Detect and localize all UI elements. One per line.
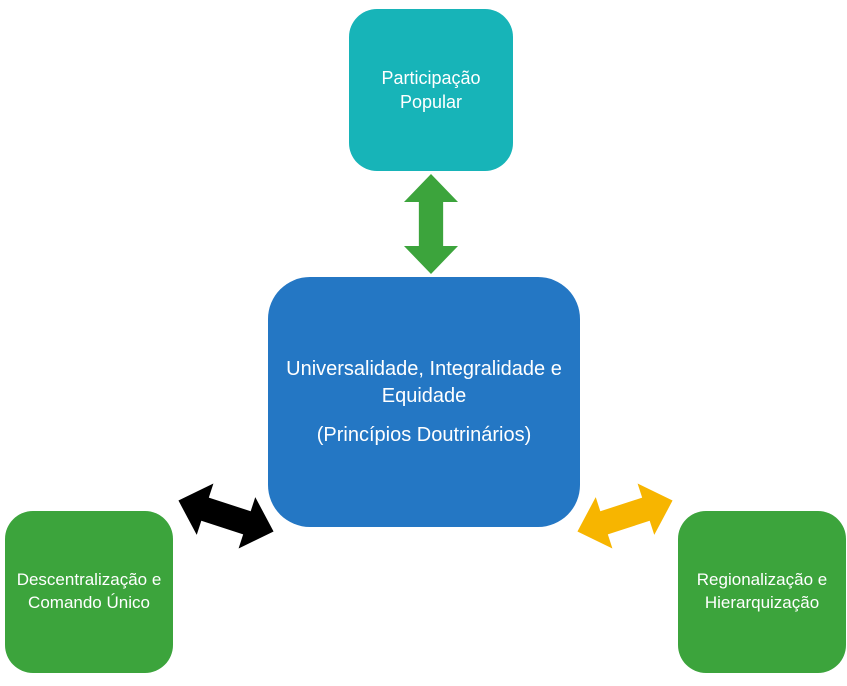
double-arrow-icon xyxy=(170,475,282,557)
node-center-line1: Universalidade, Integralidade e Equidade xyxy=(278,356,570,410)
node-center-text: Universalidade, Integralidade e Equidade… xyxy=(278,356,570,449)
double-arrow-icon xyxy=(569,475,681,557)
node-left-label: Descentralização e Comando Único xyxy=(15,569,163,615)
double-arrow-icon xyxy=(404,174,458,274)
node-right-label: Regionalização e Hierarquização xyxy=(688,569,836,615)
node-right: Regionalização e Hierarquização xyxy=(678,511,846,673)
node-top-label: Participação Popular xyxy=(359,66,503,115)
arrow-right-center xyxy=(569,475,681,557)
arrow-top-center xyxy=(404,174,458,274)
arrow-left-center xyxy=(170,475,282,557)
node-top: Participação Popular xyxy=(349,9,513,171)
node-center-line2: (Princípios Doutrinários) xyxy=(278,422,570,449)
node-center: Universalidade, Integralidade e Equidade… xyxy=(268,277,580,527)
node-left: Descentralização e Comando Único xyxy=(5,511,173,673)
